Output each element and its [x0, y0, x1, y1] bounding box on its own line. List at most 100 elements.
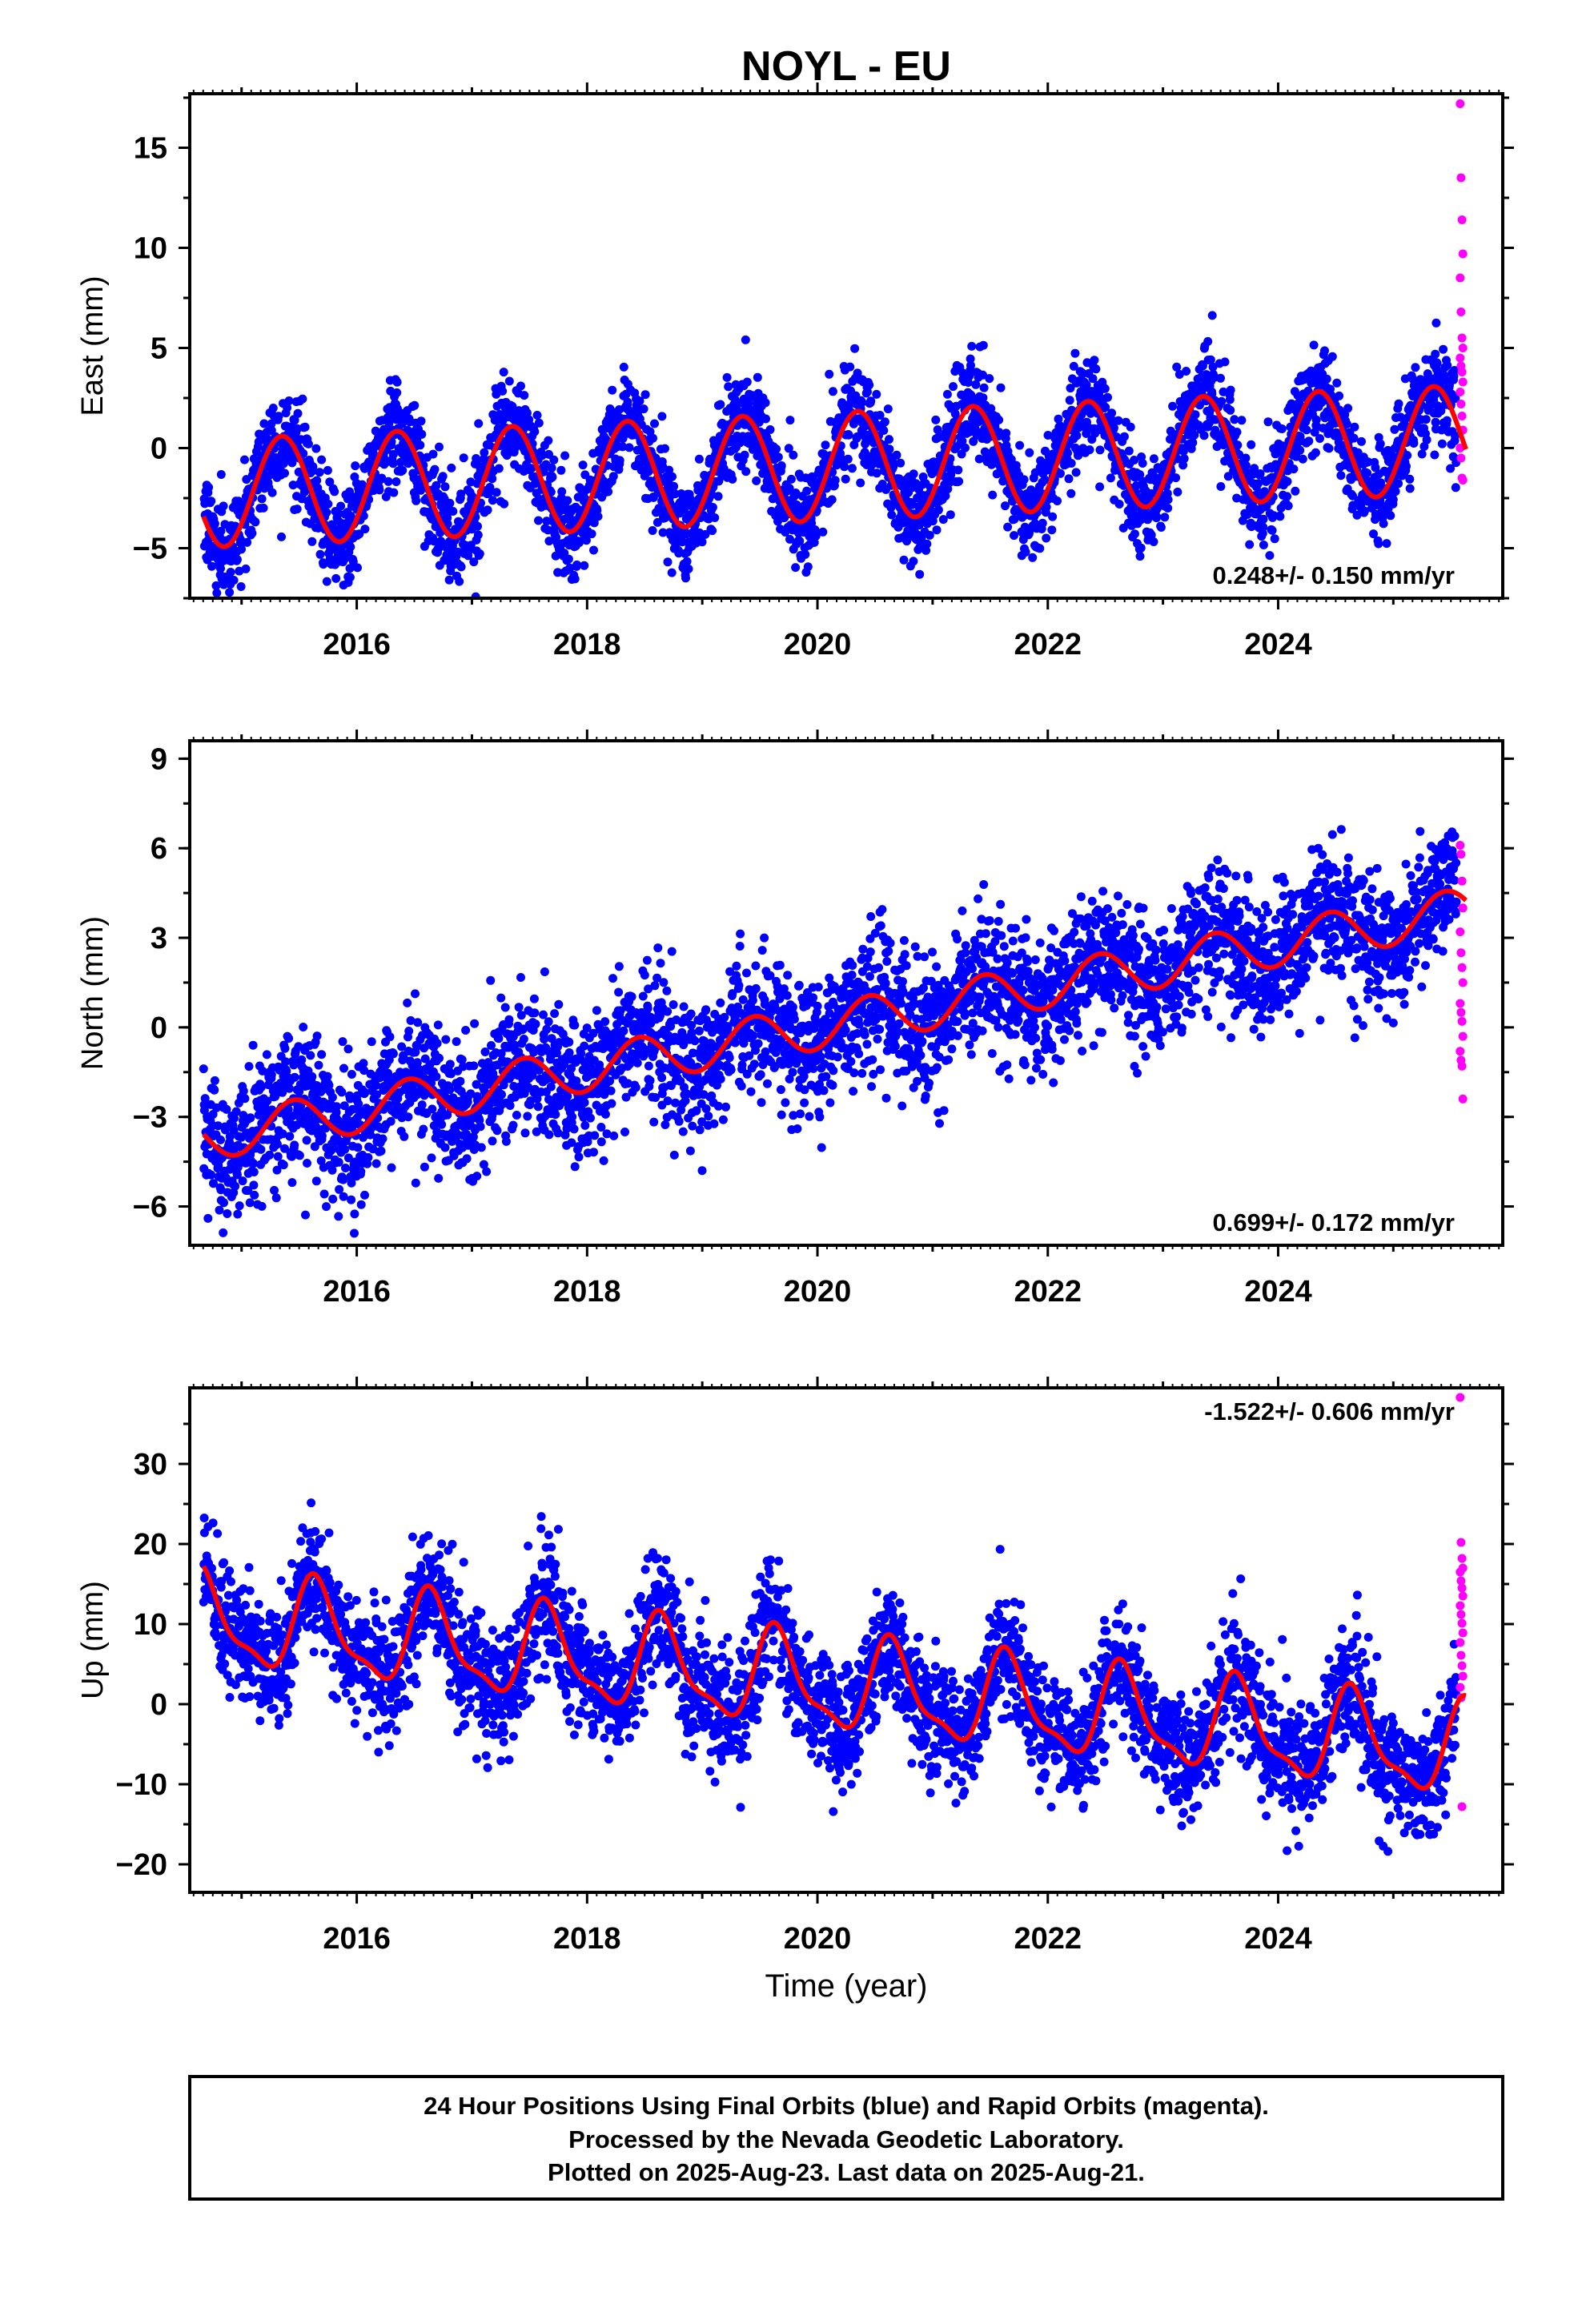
east-final-point — [267, 488, 277, 497]
east-final-point — [315, 549, 325, 559]
east-final-point — [1202, 370, 1211, 380]
east-final-point — [483, 505, 492, 515]
east-final-point — [865, 380, 874, 390]
east-final-point — [274, 412, 283, 421]
east-final-point — [1091, 364, 1101, 374]
east-final-point — [827, 495, 837, 505]
east-final-point — [1152, 512, 1162, 521]
east-final-point — [557, 487, 567, 497]
east-final-point — [1168, 401, 1178, 411]
east-final-point — [1371, 463, 1380, 472]
east-ytick-label: −5 — [133, 533, 167, 566]
east-final-point — [1232, 428, 1242, 436]
east-final-point — [708, 526, 717, 536]
east-final-point — [866, 396, 876, 406]
north-final-point — [306, 1051, 315, 1060]
east-final-point — [811, 531, 821, 541]
east-final-point — [922, 539, 932, 549]
east-final-point — [299, 448, 308, 458]
east-final-point — [962, 420, 971, 429]
north-final-point — [400, 1132, 409, 1141]
east-rapid-point — [1456, 453, 1466, 463]
east-final-point — [581, 536, 591, 545]
east-final-point — [1114, 500, 1124, 509]
east-final-point — [1055, 468, 1065, 478]
north-final-point — [469, 1061, 479, 1071]
east-final-point — [740, 450, 749, 460]
east-final-point — [624, 443, 634, 452]
east-final-point — [323, 499, 333, 509]
east-final-point — [516, 381, 525, 391]
east-final-point — [710, 513, 720, 522]
east-final-point — [267, 419, 276, 428]
east-final-point — [1253, 479, 1263, 489]
east-final-point — [1054, 414, 1063, 424]
east-final-point — [308, 462, 318, 472]
east-final-point — [287, 458, 297, 468]
east-final-point — [1275, 512, 1285, 521]
north-final-point — [487, 1041, 496, 1050]
north-final-point — [295, 1087, 304, 1096]
east-final-point — [219, 501, 228, 511]
east-final-point — [1006, 455, 1016, 464]
north-final-point — [290, 1072, 299, 1082]
north-final-point — [352, 1091, 362, 1100]
east-final-point — [1241, 453, 1251, 463]
east-final-point — [682, 557, 692, 566]
north-final-point — [371, 1159, 381, 1168]
north-final-point — [476, 1122, 485, 1132]
east-final-point — [1402, 461, 1411, 471]
east-final-point — [1332, 378, 1342, 388]
east-final-point — [818, 527, 828, 537]
east-final-point — [492, 488, 501, 497]
east-final-point — [384, 418, 394, 428]
east-final-point — [1450, 366, 1460, 375]
east-final-point — [841, 474, 850, 484]
east-final-point — [475, 549, 484, 558]
north-final-point — [249, 1180, 259, 1190]
east-final-point — [701, 529, 710, 539]
east-final-point — [1442, 416, 1452, 425]
east-final-point — [232, 555, 242, 565]
east-final-point — [1035, 544, 1045, 553]
east-final-point — [474, 419, 484, 428]
east-final-point — [300, 422, 310, 432]
north-final-point — [339, 1192, 348, 1201]
east-final-point — [657, 412, 667, 421]
north-final-point — [411, 989, 420, 999]
east-final-point — [1238, 516, 1247, 525]
east-final-point — [1270, 534, 1279, 544]
east-final-point — [1191, 410, 1200, 420]
north-final-point — [272, 1165, 282, 1175]
east-final-point — [473, 521, 482, 531]
east-final-point — [448, 507, 458, 516]
east-final-point — [303, 439, 313, 448]
north-final-point — [301, 1210, 310, 1220]
north-final-point — [458, 1062, 468, 1072]
east-final-point — [1160, 513, 1170, 522]
east-final-point — [899, 555, 909, 565]
east-final-point — [1255, 469, 1265, 478]
east-final-point — [918, 472, 928, 481]
east-final-point — [1136, 543, 1146, 553]
north-final-point — [445, 1085, 455, 1095]
north-final-point — [347, 1070, 356, 1079]
north-final-point — [367, 1037, 376, 1047]
east-final-point — [1411, 363, 1420, 372]
east-final-point — [500, 499, 509, 509]
east-ytick-label: 5 — [151, 332, 167, 366]
east-axis-label: East (mm) — [76, 275, 110, 416]
east-final-point — [1417, 449, 1427, 459]
east-final-point — [805, 532, 814, 541]
north-final-point — [292, 1120, 302, 1130]
east-rapid-point — [1457, 412, 1467, 420]
north-final-point — [229, 1126, 239, 1136]
east-final-point — [803, 562, 813, 572]
east-final-point — [784, 444, 793, 453]
east-final-point — [435, 442, 444, 452]
east-final-point — [1431, 349, 1440, 359]
east-final-point — [1352, 510, 1362, 520]
east-final-point — [681, 573, 690, 583]
east-final-point — [1304, 436, 1314, 446]
north-final-point — [412, 1058, 422, 1068]
